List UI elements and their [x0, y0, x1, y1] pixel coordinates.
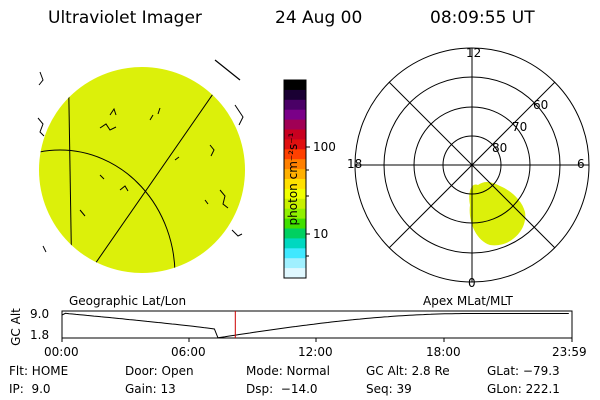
coastline-fragments — [37, 59, 244, 253]
x-tick-label: 18:00 — [426, 345, 461, 359]
auroral-image-disk — [39, 67, 245, 273]
colorbar-stripe — [284, 218, 306, 229]
instrument-title: Ultraviolet Imager — [48, 8, 202, 28]
colorbar — [283, 79, 310, 279]
colorbar-frame — [283, 79, 307, 279]
y-tick-label: 1.8 — [30, 328, 50, 342]
mlt-label-12: 12 — [466, 46, 482, 60]
meridian-line — [69, 67, 241, 273]
colorbar-stripe — [284, 188, 306, 200]
info-flight: Flt: HOME — [9, 364, 69, 378]
meridian-diagonal — [388, 81, 556, 249]
polar-plot — [354, 47, 590, 283]
colorbar-stripe — [284, 248, 306, 259]
info-gain: Gain: 13 — [125, 382, 176, 396]
colorbar-stripe — [284, 238, 306, 249]
geographic-map — [37, 59, 245, 273]
y-axis-title: GC Alt — [9, 308, 23, 346]
left-panel-caption: Geographic Lat/Lon — [69, 294, 187, 308]
mlt-label-18: 18 — [347, 157, 363, 171]
colorbar-stripe — [284, 198, 306, 210]
info-door: Door: Open — [125, 364, 194, 378]
y-tick-label: 9.0 — [30, 307, 50, 321]
colorbar-stripe — [284, 99, 306, 111]
colorbar-stripe — [284, 179, 306, 190]
date-label: 24 Aug 00 — [275, 8, 363, 28]
colorbar-tick-label: 10 — [313, 227, 329, 241]
colorbar-stripe — [284, 129, 306, 140]
x-tick-label: 23:59 — [552, 345, 587, 359]
info-seq: Seq: 39 — [366, 382, 412, 396]
colorbar-stripe — [284, 149, 306, 160]
mlat-label-80: 80 — [492, 141, 508, 155]
mlat-label-70: 70 — [512, 120, 528, 134]
colorbar-unit-label: photon cm⁻²s⁻¹ — [286, 132, 300, 226]
colorbar-stripe — [284, 119, 306, 130]
colorbar-stripe — [284, 139, 306, 150]
mlt-label-6: 6 — [577, 157, 585, 171]
info-ip: IP: 9.0 — [9, 382, 51, 396]
colorbar-stripe — [284, 109, 306, 121]
mlt-label-0: 0 — [468, 276, 476, 290]
colorbar-stripe — [284, 89, 306, 101]
info-glat: GLat: −79.3 — [487, 364, 560, 378]
right-panel-caption: Apex MLat/MLT — [423, 294, 513, 308]
x-tick-label: 12:00 — [298, 345, 333, 359]
altitude-timeline — [61, 310, 573, 342]
auroral-oval-region — [469, 182, 526, 246]
info-glon: GLon: 222.1 — [487, 382, 560, 396]
colorbar-stripe — [284, 228, 306, 239]
x-tick-label: 06:00 — [171, 345, 206, 359]
mlat-label-60: 60 — [533, 98, 549, 112]
colorbar-stripe — [284, 80, 306, 91]
timeline-frame — [61, 310, 573, 339]
colorbar-stripe — [284, 169, 306, 180]
colorbar-stripe — [284, 208, 306, 220]
info-mode: Mode: Normal — [246, 364, 330, 378]
info-gc-alt: GC Alt: 2.8 Re — [366, 364, 450, 378]
altitude-curve — [61, 312, 569, 339]
info-dsp: Dsp: −14.0 — [246, 382, 318, 396]
time-label: 08:09:55 UT — [430, 8, 535, 28]
colorbar-tick-label: 100 — [313, 140, 336, 154]
x-tick-label: 00:00 — [44, 345, 79, 359]
colorbar-stripe — [284, 258, 306, 269]
colorbar-stripe — [284, 268, 306, 279]
latitude-arc — [39, 149, 176, 273]
colorbar-stripe — [284, 159, 306, 170]
